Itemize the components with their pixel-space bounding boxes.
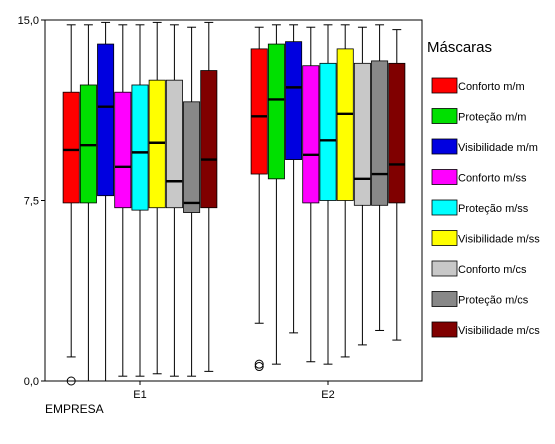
legend-entry: Conforto m/ss	[431, 169, 527, 185]
legend-label: Visibilidade m/cs	[458, 325, 540, 337]
y-tick-label: 15,0	[18, 15, 39, 27]
legend-label: Conforto m/ss	[458, 173, 527, 185]
y-axis: 0,0 7,5 15,0	[18, 15, 45, 388]
legend-entry: Proteção m/cs	[431, 291, 529, 307]
legend-entry: Conforto m/m	[431, 77, 525, 94]
box-iqr	[200, 70, 218, 209]
box-conforto-m-m-e1	[62, 24, 80, 386]
legend-entry: Proteção m/m	[431, 108, 526, 124]
box-visibilidade-m-ss-e1	[148, 21, 166, 375]
y-tick-label: 0,0	[24, 376, 39, 388]
outlier-point	[254, 362, 264, 372]
box-iqr	[319, 62, 337, 201]
box-prote-o-m-cs-e2	[371, 24, 389, 331]
legend-entry: Proteção m/ss	[431, 199, 529, 216]
box-iqr	[285, 41, 303, 160]
box-iqr	[388, 62, 406, 204]
legend-title: Máscaras	[427, 39, 492, 56]
box-conforto-m-ss-e1	[114, 24, 132, 377]
legend-entry: Conforto m/cs	[431, 260, 527, 277]
box-iqr	[267, 43, 285, 180]
legend-label: Conforto m/cs	[458, 264, 527, 276]
box-prote-o-m-ss-e2	[319, 24, 337, 365]
legend: Máscaras Conforto m/m Proteção m/m Visibil…	[427, 39, 540, 338]
box-prote-o-m-ss-e1	[131, 24, 149, 377]
box-iqr	[62, 91, 80, 204]
box-prote-o-m-m-e2	[267, 24, 285, 365]
legend-entry: Visibilidade m/ss	[431, 230, 540, 246]
legend-label: Proteção m/cs	[458, 295, 529, 307]
legend-swatch	[431, 260, 458, 277]
legend-swatch	[431, 138, 458, 155]
box-conforto-m-cs-e2	[353, 26, 371, 346]
box-iqr	[336, 48, 354, 201]
x-axis-title: EMPRESA	[45, 402, 104, 416]
legend-swatch	[431, 77, 458, 94]
box-visibilidade-m-cs-e1	[200, 21, 218, 372]
box-visibilidade-m-cs-e2	[388, 29, 406, 341]
box-iqr	[148, 79, 166, 209]
x-tick-label: E1	[133, 389, 146, 401]
box-prote-o-m-m-e1	[79, 24, 97, 382]
box-iqr	[131, 84, 149, 211]
box-conforto-m-cs-e1	[165, 24, 183, 377]
box-iqr	[79, 84, 97, 204]
box-group	[62, 21, 406, 386]
box-iqr	[97, 43, 115, 197]
legend-label: Proteção m/ss	[458, 203, 529, 215]
legend-label: Proteção m/m	[458, 112, 526, 124]
box-iqr	[183, 101, 201, 213]
box-iqr	[250, 48, 268, 175]
legend-swatch	[431, 321, 458, 338]
legend-swatch	[431, 108, 458, 124]
box-prote-o-m-cs-e1	[183, 26, 201, 377]
box-conforto-m-ss-e2	[302, 26, 320, 363]
legend-label: Conforto m/m	[458, 81, 525, 93]
box-visibilidade-m-m-e2	[285, 24, 303, 334]
legend-entry: Visibilidade m/cs	[431, 321, 540, 338]
box-visibilidade-m-ss-e2	[336, 24, 354, 358]
x-axis: E1 E2	[133, 381, 335, 401]
legend-swatch	[431, 291, 458, 307]
box-conforto-m-m-e2	[250, 26, 268, 372]
box-iqr	[353, 62, 371, 206]
box-iqr	[165, 79, 183, 209]
box-iqr	[371, 60, 389, 206]
y-tick-label: 7,5	[24, 196, 39, 208]
outlier-point	[66, 376, 76, 386]
legend-swatch	[431, 169, 458, 185]
legend-swatch	[431, 199, 458, 216]
box-iqr	[114, 91, 132, 209]
legend-swatch	[431, 230, 458, 246]
x-tick-label: E2	[321, 389, 334, 401]
box-iqr	[302, 65, 320, 204]
outlier-point	[254, 359, 264, 369]
box-visibilidade-m-m-e1	[97, 21, 115, 382]
legend-label: Visibilidade m/ss	[458, 234, 540, 246]
legend-label: Visibilidade m/m	[458, 142, 538, 154]
legend-entry: Visibilidade m/m	[431, 138, 538, 155]
